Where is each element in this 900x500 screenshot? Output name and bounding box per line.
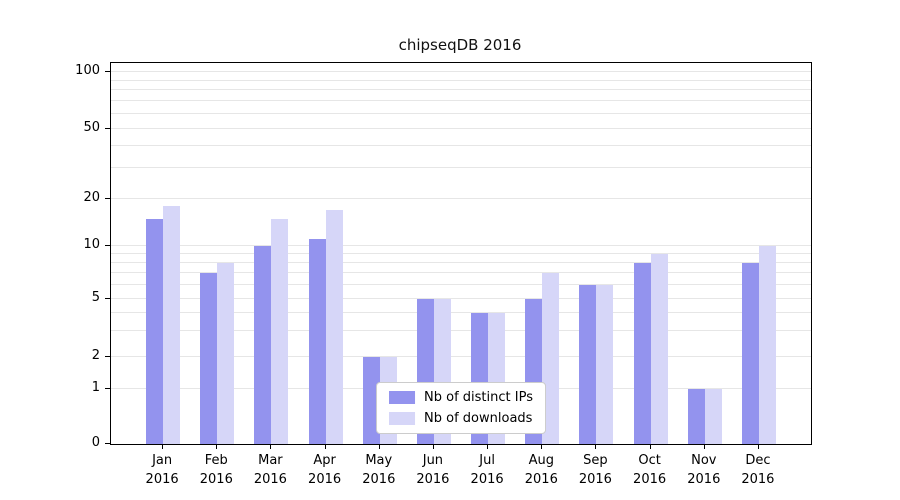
- gridline: [111, 79, 811, 81]
- y-tick-mark: [105, 356, 110, 358]
- gridline: [111, 145, 811, 146]
- legend-item-downloads: Nb of downloads: [389, 411, 533, 426]
- y-tick-label: 2: [91, 348, 100, 364]
- y-tick-mark: [105, 443, 110, 444]
- y-tick-mark: [105, 297, 110, 299]
- gridline: [111, 71, 811, 73]
- x-tick-label: Jan 2016: [145, 453, 179, 487]
- bar: [200, 273, 218, 444]
- gridline: [111, 356, 811, 358]
- gridline: [111, 127, 811, 129]
- y-tick-mark: [105, 244, 110, 246]
- gridline: [111, 312, 811, 313]
- gridline: [111, 198, 811, 199]
- x-tick-mark: [216, 444, 218, 449]
- x-tick-label: May 2016: [362, 453, 396, 487]
- x-tick-label: Jul 2016: [470, 453, 504, 487]
- y-tick-label: 0: [91, 435, 100, 450]
- y-tick-label: 10: [83, 236, 100, 252]
- bar: [217, 262, 235, 444]
- bar: [650, 253, 668, 444]
- x-tick-mark: [757, 444, 759, 449]
- gridline: [111, 252, 811, 254]
- bar: [542, 273, 560, 444]
- bar: [163, 206, 181, 444]
- bar: [325, 210, 343, 444]
- y-tick-label: 100: [75, 63, 100, 79]
- gridline: [111, 283, 811, 285]
- y-tick-label: 50: [83, 119, 100, 135]
- x-tick-mark: [162, 444, 164, 449]
- gridline: [111, 113, 811, 114]
- gridline: [111, 244, 811, 246]
- x-tick-label: Jun 2016: [416, 453, 450, 487]
- bar: [741, 262, 759, 444]
- bar: [362, 357, 380, 444]
- legend-item-distinct-ips: Nb of distinct IPs: [389, 390, 533, 405]
- bar: [579, 284, 597, 444]
- plot-area: Nb of distinct IPs Nb of downloads: [110, 62, 812, 445]
- x-tick-label: Dec 2016: [741, 453, 775, 487]
- gridline: [111, 330, 811, 332]
- bar: [596, 284, 614, 444]
- bar: [758, 245, 776, 444]
- bar: [633, 262, 651, 444]
- x-tick-mark: [649, 444, 651, 449]
- y-tick-label: 5: [91, 289, 100, 305]
- gridline: [111, 261, 811, 263]
- y-tick-mark: [105, 388, 110, 390]
- bar: [271, 218, 289, 444]
- legend-swatch-distinct-ips: [389, 391, 416, 404]
- bar: [146, 218, 164, 444]
- legend-swatch-downloads: [389, 412, 416, 425]
- x-tick-mark: [432, 444, 434, 449]
- y-tick-label: 1: [91, 380, 100, 396]
- x-tick-mark: [703, 444, 705, 449]
- x-tick-label: Nov 2016: [687, 453, 721, 487]
- x-tick-label: Aug 2016: [524, 453, 558, 487]
- bar: [254, 245, 272, 444]
- x-tick-label: Sep 2016: [578, 453, 612, 487]
- x-tick-label: Feb 2016: [199, 453, 233, 487]
- x-tick-mark: [595, 444, 597, 449]
- legend-label-downloads: Nb of downloads: [424, 411, 533, 426]
- gridline: [111, 89, 811, 91]
- bar: [704, 389, 722, 444]
- y-tick-mark: [105, 127, 110, 129]
- x-tick-label: Mar 2016: [253, 453, 287, 487]
- y-tick-label: 20: [83, 190, 100, 205]
- legend-label-distinct-ips: Nb of distinct IPs: [424, 390, 533, 405]
- chart-title: chipseqDB 2016: [398, 36, 522, 54]
- legend: Nb of distinct IPs Nb of downloads: [376, 382, 546, 434]
- x-tick-mark: [378, 444, 380, 449]
- bar: [687, 389, 705, 444]
- x-tick-mark: [541, 444, 543, 449]
- x-tick-mark: [324, 444, 326, 449]
- x-tick-label: Apr 2016: [308, 453, 342, 487]
- x-tick-mark: [487, 444, 489, 449]
- gridline: [111, 167, 811, 168]
- x-tick-mark: [270, 444, 272, 449]
- x-tick-label: Oct 2016: [633, 453, 667, 487]
- gridline: [111, 297, 811, 299]
- gridline: [111, 100, 811, 102]
- y-tick-mark: [105, 71, 110, 73]
- y-tick-mark: [105, 198, 110, 199]
- bar: [308, 239, 326, 444]
- gridline: [111, 272, 811, 274]
